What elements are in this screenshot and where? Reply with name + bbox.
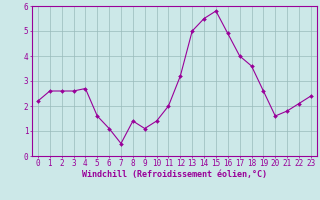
X-axis label: Windchill (Refroidissement éolien,°C): Windchill (Refroidissement éolien,°C) (82, 170, 267, 179)
